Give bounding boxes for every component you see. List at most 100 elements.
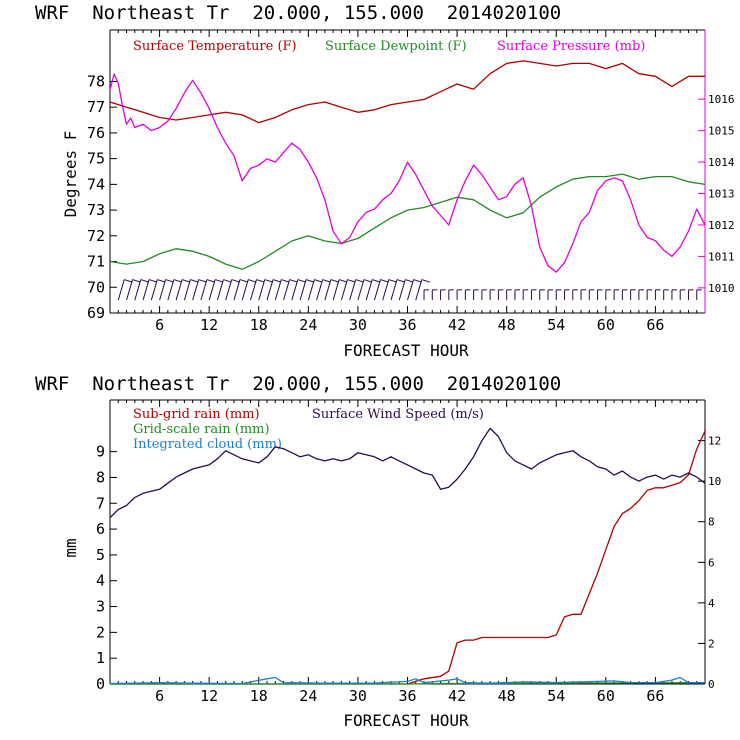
wind-barb-flag: [272, 279, 282, 283]
wind-barb-flag: [297, 279, 306, 283]
legend-surface-wind-speed: Surface Wind Speed (m/s): [312, 407, 484, 422]
wind-barb: [225, 279, 233, 301]
wind-barb-flag: [215, 279, 224, 283]
wind-barb-flag: [181, 279, 191, 283]
wind-barb-flag: [239, 279, 249, 283]
x-tick-label: 66: [646, 687, 664, 705]
wind-barb-flag: [140, 279, 149, 283]
panel-title: WRF Northeast Tr 20.000, 155.000 2014020…: [35, 373, 561, 395]
x-tick-label: 66: [646, 316, 664, 334]
wind-barb-flag: [165, 279, 174, 283]
wind-barb: [349, 279, 357, 301]
x-tick-label: 12: [200, 316, 218, 334]
wind-barb-flag: [206, 279, 216, 283]
pressure-line: [109, 73, 706, 273]
wind-barb-flag: [289, 279, 298, 283]
x-tick-label: 18: [250, 687, 268, 705]
y-tick-label: 1: [96, 649, 105, 667]
y-tick-label: 69: [87, 304, 105, 322]
x-tick-label: 6: [155, 316, 164, 334]
wind-barb-flag: [198, 279, 207, 283]
wind-barb-flag: [322, 279, 331, 283]
x-tick-label: 54: [547, 316, 565, 334]
wind-barb-flag: [372, 279, 381, 283]
wind-barb: [307, 279, 315, 301]
wind-barb-flag: [388, 279, 397, 283]
wind-barb: [117, 279, 125, 301]
y2-tick-label: 8: [708, 516, 715, 529]
temperature-panel: WRF Northeast Tr 20.000, 155.000 2014020…: [35, 2, 735, 360]
wind-barb: [382, 279, 390, 301]
wind-barb: [167, 279, 175, 301]
y2-tick-label: 1012: [708, 219, 735, 232]
x-tick-label: 24: [299, 316, 317, 334]
wind-barb: [415, 279, 423, 301]
wind-barb-flag: [347, 279, 356, 283]
x-tick-label: 36: [398, 687, 416, 705]
x-tick-label: 48: [498, 316, 516, 334]
wind-barb-flag: [421, 279, 430, 283]
y-tick-label: 70: [87, 278, 105, 296]
integrated-cloud-line: [109, 676, 705, 685]
wind-barb: [332, 279, 340, 301]
legend-integrated-cloud: Integrated cloud (mm): [133, 437, 282, 452]
y-tick-label: 72: [87, 227, 105, 245]
wind-barb: [324, 279, 332, 301]
wind-barb-flag: [305, 279, 315, 283]
wind-barb-flag: [338, 279, 348, 283]
wind-barb: [250, 279, 257, 301]
y2-tick-label: 12: [708, 435, 721, 448]
x-tick-label: 12: [200, 687, 218, 705]
x-tick-label: 30: [349, 687, 367, 705]
wind-barb-flag: [190, 279, 199, 283]
x-tick-label: 42: [448, 316, 466, 334]
y-tick-label: 6: [96, 520, 105, 538]
x-tick-label: 60: [597, 316, 615, 334]
y2-tick-label: 10: [708, 475, 721, 488]
legend-surface-temperature: Surface Temperature (F): [133, 39, 297, 54]
wind-barb-flag: [157, 279, 166, 283]
dewpoint-line: [109, 173, 706, 270]
wind-barb-flag: [248, 279, 257, 283]
wind-speed-line: [109, 427, 706, 519]
wind-barb-flag: [380, 279, 389, 283]
legend-surface-pressure: Surface Pressure (mb): [497, 39, 645, 54]
x-tick-label: 48: [498, 687, 516, 705]
legend-subgrid-rain: Sub-grid rain (mm): [133, 407, 260, 422]
y-tick-label: 3: [96, 598, 105, 616]
x-tick-label: 6: [155, 687, 164, 705]
wind-barb: [200, 279, 208, 301]
x-axis-label: FORECAST HOUR: [343, 341, 469, 360]
wind-barb-flag: [223, 279, 232, 283]
wind-barb: [150, 279, 158, 301]
y-tick-label: 78: [87, 72, 105, 90]
x-tick-label: 36: [398, 316, 416, 334]
y-tick-label: 71: [87, 253, 105, 271]
legend-surface-dewpoint: Surface Dewpoint (F): [325, 39, 467, 54]
wind-barb: [283, 279, 291, 301]
wind-barb: [390, 279, 398, 301]
gridscale-rain-line: [110, 682, 706, 685]
x-tick-label: 30: [349, 316, 367, 334]
wind-barb: [373, 279, 381, 301]
wind-barb-flag: [281, 279, 290, 283]
y2-tick-label: 6: [708, 556, 715, 569]
precipitation-panel: WRF Northeast Tr 20.000, 155.000 2014020…: [35, 373, 721, 730]
y2-tick-label: 1015: [708, 125, 735, 138]
wind-barb-flag: [413, 279, 422, 283]
wind-barb: [258, 279, 266, 301]
y2-tick-label: 4: [708, 597, 715, 610]
wind-barb-flag: [363, 279, 373, 283]
y-tick-label: 8: [96, 468, 105, 486]
y-tick-label: 0: [96, 675, 105, 693]
y-tick-label: 7: [96, 494, 105, 512]
y-tick-label: 9: [96, 443, 105, 461]
y-tick-label: 75: [87, 150, 105, 168]
wind-barb-flag: [231, 279, 240, 283]
wind-barb: [398, 279, 406, 301]
y-tick-label: 77: [87, 98, 105, 116]
wind-barb-flag: [314, 279, 323, 283]
y-tick-label: 76: [87, 124, 105, 142]
wind-barb: [175, 279, 183, 301]
y-axis-label: Degrees F: [61, 131, 80, 218]
